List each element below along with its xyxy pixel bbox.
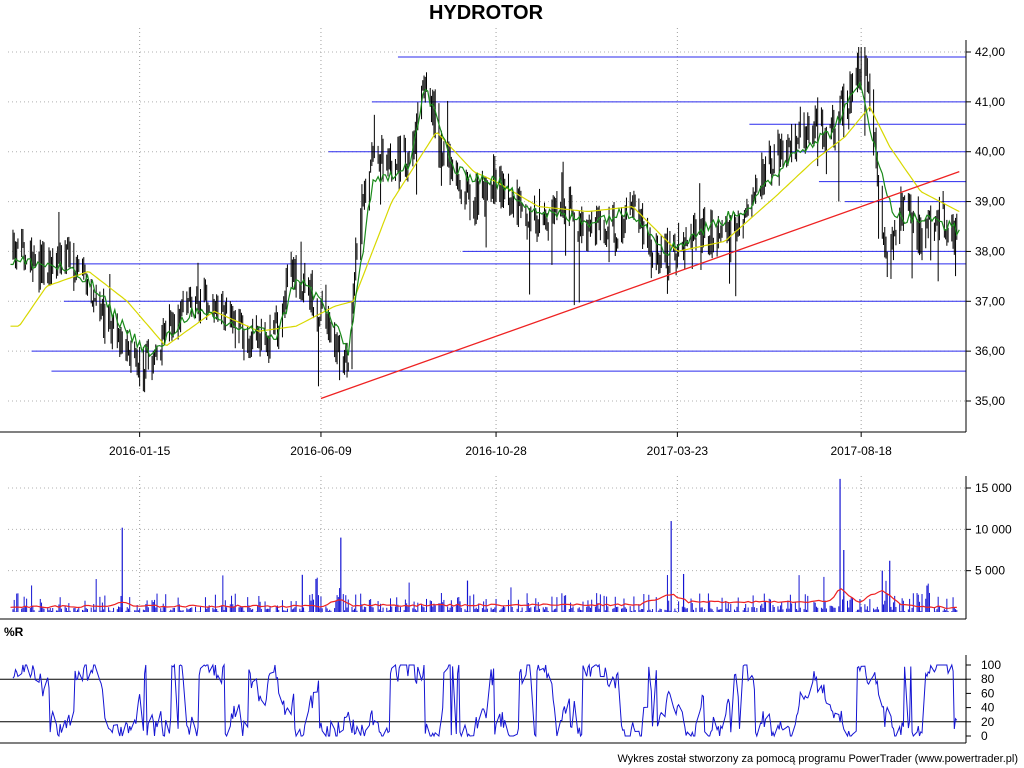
volume-panel: 5 000 10 000 15 000 <box>0 476 1012 620</box>
volume-ytick-label: 5 000 <box>975 564 1005 578</box>
price-xtick-label: 2016-10-28 <box>465 444 527 458</box>
fast-moving-average-line <box>10 81 960 358</box>
wr-ytick-label: 80 <box>981 672 995 686</box>
price-ytick-label: 39,00 <box>975 195 1005 209</box>
slow-moving-average-line <box>10 105 960 346</box>
williams-r-line <box>12 663 958 738</box>
volume-moving-average-line <box>10 588 957 609</box>
wr-ytick-label: 0 <box>981 729 988 743</box>
price-ytick-label: 40,00 <box>975 145 1005 159</box>
price-ytick-label: 38,00 <box>975 244 1005 258</box>
trend-line <box>320 171 960 400</box>
wr-ytick-label: 60 <box>981 686 995 700</box>
volume-ytick-label: 10 000 <box>975 522 1012 536</box>
price-ytick-label: 41,00 <box>975 95 1005 109</box>
wr-ytick-label: 20 <box>981 715 995 729</box>
volume-bars-group <box>12 478 958 612</box>
williams-r-label: %R <box>4 625 24 639</box>
footer-credit: Wykres został stworzony za pomocą progra… <box>617 753 1018 765</box>
price-ytick-label: 37,00 <box>975 294 1005 308</box>
price-xtick-label: 2017-08-18 <box>830 444 892 458</box>
volume-ytick-label: 15 000 <box>975 481 1012 495</box>
price-xtick-label: 2016-06-09 <box>290 444 352 458</box>
price-ytick-label: 42,00 <box>975 45 1005 59</box>
chart-title: HYDROTOR <box>429 2 544 24</box>
price-ytick-label: 35,00 <box>975 394 1005 408</box>
price-xtick-label: 2016-01-15 <box>109 444 171 458</box>
wr-ytick-label: 100 <box>981 658 1001 672</box>
price-xtick-label: 2017-03-23 <box>647 444 709 458</box>
price-ytick-label: 36,00 <box>975 344 1005 358</box>
wr-ytick-label: 40 <box>981 701 995 715</box>
price-panel: 35,00 36,00 37,00 38,00 39,00 40,00 41,00 42,00… <box>0 28 1005 458</box>
